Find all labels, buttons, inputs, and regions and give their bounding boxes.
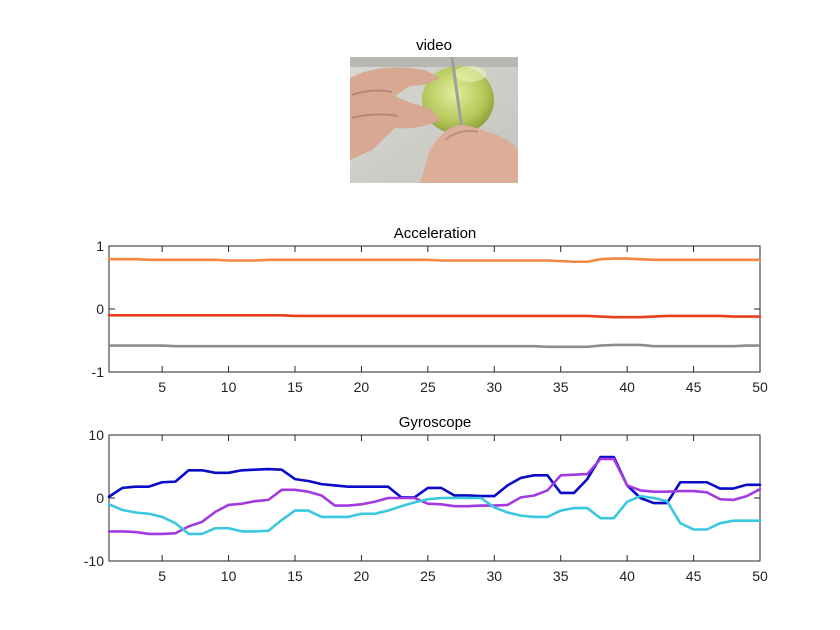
acceleration-y-tick-label: 0 <box>96 301 104 317</box>
gyroscope-series-line-3 <box>107 494 762 536</box>
gyroscope-y-tick-label: 10 <box>88 427 104 443</box>
acceleration-x-tick-label: 30 <box>486 379 502 395</box>
gyroscope-x-tick-label: 20 <box>354 568 370 584</box>
acceleration-x-tick-label: 45 <box>686 379 702 395</box>
acceleration-axes <box>108 245 761 373</box>
gyroscope-x-tick-label: 45 <box>686 568 702 584</box>
acceleration-series-line-3 <box>107 343 762 349</box>
gyroscope-y-tick-label: -10 <box>84 553 104 569</box>
acceleration-y-tick-label: 1 <box>96 238 104 254</box>
acceleration-x-tick-label: 50 <box>752 379 768 395</box>
acceleration-ticks: 5 10 15 20 25 30 35 40 45 50 -1 0 1 <box>92 238 768 395</box>
gyroscope-series-line-1 <box>107 455 762 505</box>
gyroscope-x-tick-label: 5 <box>158 568 166 584</box>
gyroscope-x-tick-label: 50 <box>752 568 768 584</box>
acceleration-y-tick-label: -1 <box>92 364 105 380</box>
video-frame-image <box>350 57 518 183</box>
gyroscope-series <box>107 455 762 536</box>
acceleration-title: Acceleration <box>394 225 477 242</box>
acceleration-x-tick-label: 10 <box>221 379 237 395</box>
acceleration-x-tick-label: 15 <box>287 379 303 395</box>
gyroscope-x-tick-label: 10 <box>221 568 237 584</box>
acceleration-x-tick-label: 35 <box>553 379 569 395</box>
acceleration-x-tick-label: 40 <box>619 379 635 395</box>
gyroscope-x-tick-label: 35 <box>553 568 569 584</box>
gyroscope-x-tick-label: 25 <box>420 568 436 584</box>
acceleration-series <box>107 257 762 349</box>
acceleration-x-tick-label: 5 <box>158 379 166 395</box>
gyroscope-series-line-2 <box>107 457 762 536</box>
gyroscope-ticks: 5 10 15 20 25 30 35 40 45 50 -10 0 10 <box>84 427 768 584</box>
acceleration-x-tick-label: 20 <box>354 379 370 395</box>
gyroscope-x-tick-label: 40 <box>619 568 635 584</box>
gyroscope-x-tick-label: 15 <box>287 568 303 584</box>
acceleration-x-tick-label: 25 <box>420 379 436 395</box>
gyroscope-y-tick-label: 0 <box>96 490 104 506</box>
acceleration-series-line-2 <box>107 314 762 319</box>
gyroscope-x-tick-label: 30 <box>486 568 502 584</box>
video-title: video <box>416 37 452 54</box>
acceleration-series-line-1 <box>107 257 762 264</box>
gyroscope-title: Gyroscope <box>399 414 472 431</box>
